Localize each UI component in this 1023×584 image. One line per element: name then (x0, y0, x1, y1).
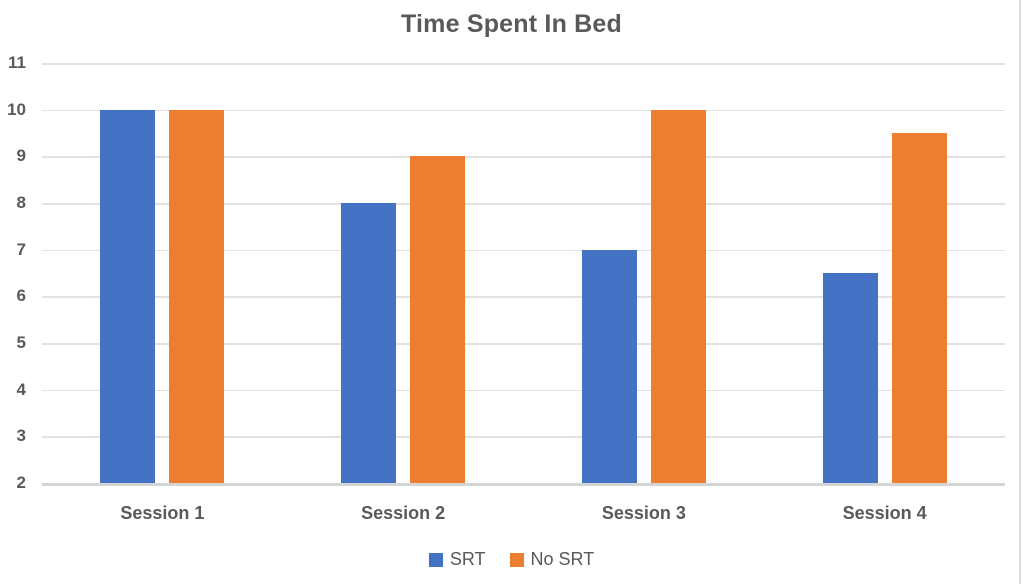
legend-item-srt: SRT (428, 549, 486, 570)
gridline-10 (42, 109, 1005, 112)
legend-swatch-no-srt (509, 552, 524, 567)
y-tick-label-5: 5 (16, 333, 26, 353)
bar-srt-session-3 (581, 249, 637, 483)
y-tick-label-7: 7 (16, 239, 26, 259)
chart-title: Time Spent In Bed (400, 10, 623, 38)
y-tick-label-2: 2 (16, 473, 26, 493)
bar-group-session-3 (524, 63, 765, 483)
x-axis-line (42, 483, 1005, 486)
x-tick-label-session-3: Session 3 (601, 503, 686, 523)
legend-swatch-srt (428, 552, 443, 567)
gridline-8 (42, 203, 1005, 205)
y-tick-label-3: 3 (16, 426, 26, 446)
gridline-3 (42, 436, 1005, 438)
bar-no-srt-session-2 (410, 156, 466, 483)
y-tick-label-10: 10 (7, 99, 26, 119)
x-tick-label-session-2: Session 2 (361, 503, 446, 523)
bar-srt-session-2 (341, 203, 397, 483)
y-tick-label-11: 11 (8, 53, 26, 73)
legend-item-no-srt: No SRT (509, 549, 595, 570)
chart-right-border (1019, 0, 1021, 584)
y-tick-label-6: 6 (16, 286, 26, 306)
gridline-4 (42, 389, 1005, 392)
x-tick-label-session-1: Session 1 (120, 503, 205, 523)
y-tick-label-4: 4 (16, 379, 26, 399)
gridline-6 (42, 296, 1005, 298)
y-tick-label-9: 9 (16, 146, 26, 166)
legend-label-srt: SRT (449, 549, 486, 569)
bar-group-session-1 (42, 63, 283, 483)
bar-no-srt-session-1 (169, 109, 225, 483)
gridline-7 (42, 249, 1005, 252)
plot-area (42, 63, 1005, 486)
gridline-9 (42, 156, 1005, 158)
gridline-5 (42, 343, 1005, 345)
bar-srt-session-1 (100, 109, 156, 483)
legend: SRT No SRT (0, 549, 1023, 570)
legend-label-no-srt: No SRT (530, 549, 595, 569)
x-tick-label-session-4: Session 4 (842, 503, 927, 523)
bar-no-srt-session-4 (891, 133, 947, 483)
y-tick-label-8: 8 (16, 193, 26, 213)
bar-no-srt-session-3 (650, 109, 706, 483)
bar-group-session-2 (283, 63, 524, 483)
bar-group-session-4 (764, 63, 1005, 483)
gridline-11 (42, 63, 1005, 65)
bar-srt-session-4 (822, 273, 878, 483)
